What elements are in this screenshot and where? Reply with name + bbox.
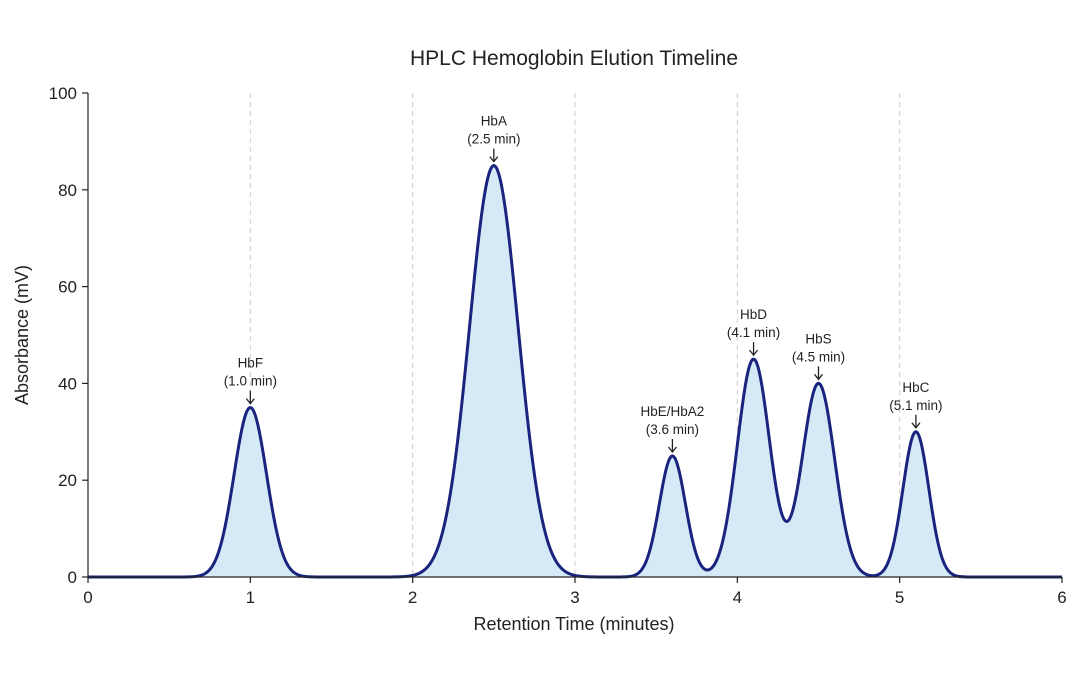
y-tick-label-0: 0 [68,568,77,587]
peak-arrowhead-hbd [749,349,759,357]
peak-name-label-hbc: HbC [902,380,929,395]
peak-annotations: (1.0 min) HbF (2.5 min) HbA (3.6 min) HbE/HbA… [224,114,943,454]
peak-arrowhead-hbs [813,373,824,381]
peak-time-label-hbc: (5.1 min) [889,398,942,413]
peak-arrowhead-hbc [911,422,921,429]
peak-arrowhead-hba [489,156,499,163]
peak-arrowhead-hbe-hba2 [667,446,677,454]
peak-name-label-hbe-hba2: HbE/HbA2 [641,404,705,419]
peak-name-label-hba: HbA [481,114,507,129]
x-axis-label: Retention Time (minutes) [473,614,674,634]
peak-name-label-hbd: HbD [740,307,767,322]
x-tick-label-5: 5 [895,588,904,607]
y-tick-label-80: 80 [58,181,77,200]
peak-time-label-hbd: (4.1 min) [727,325,780,340]
signal-area-fill [88,165,1062,577]
x-tick-label-0: 0 [83,588,92,607]
signal-line [87,164,1063,579]
y-tick-label-60: 60 [58,278,77,297]
peak-time-label-hbe-hba2: (3.6 min) [646,422,699,437]
peak-name-label-hbs: HbS [805,331,831,346]
peak-arrowhead-hbf [245,398,255,405]
x-tick-label-2: 2 [408,588,417,607]
y-tick-label-40: 40 [58,374,77,393]
x-tick-label-1: 1 [246,588,255,607]
peak-time-label-hbf: (1.0 min) [224,374,277,389]
y-tick-label-100: 100 [49,84,77,103]
chart-title: HPLC Hemoglobin Elution Timeline [410,47,738,70]
peak-time-label-hbs: (4.5 min) [792,349,845,364]
peak-time-label-hba: (2.5 min) [467,132,520,147]
y-axis-label: Absorbance (mV) [12,265,32,405]
x-tick-label-3: 3 [570,588,579,607]
x-tick-label-6: 6 [1057,588,1066,607]
signal-area-group [87,164,1063,579]
x-tick-label-4: 4 [733,588,742,607]
y-tick-label-20: 20 [58,471,77,490]
peak-name-label-hbf: HbF [238,356,264,371]
